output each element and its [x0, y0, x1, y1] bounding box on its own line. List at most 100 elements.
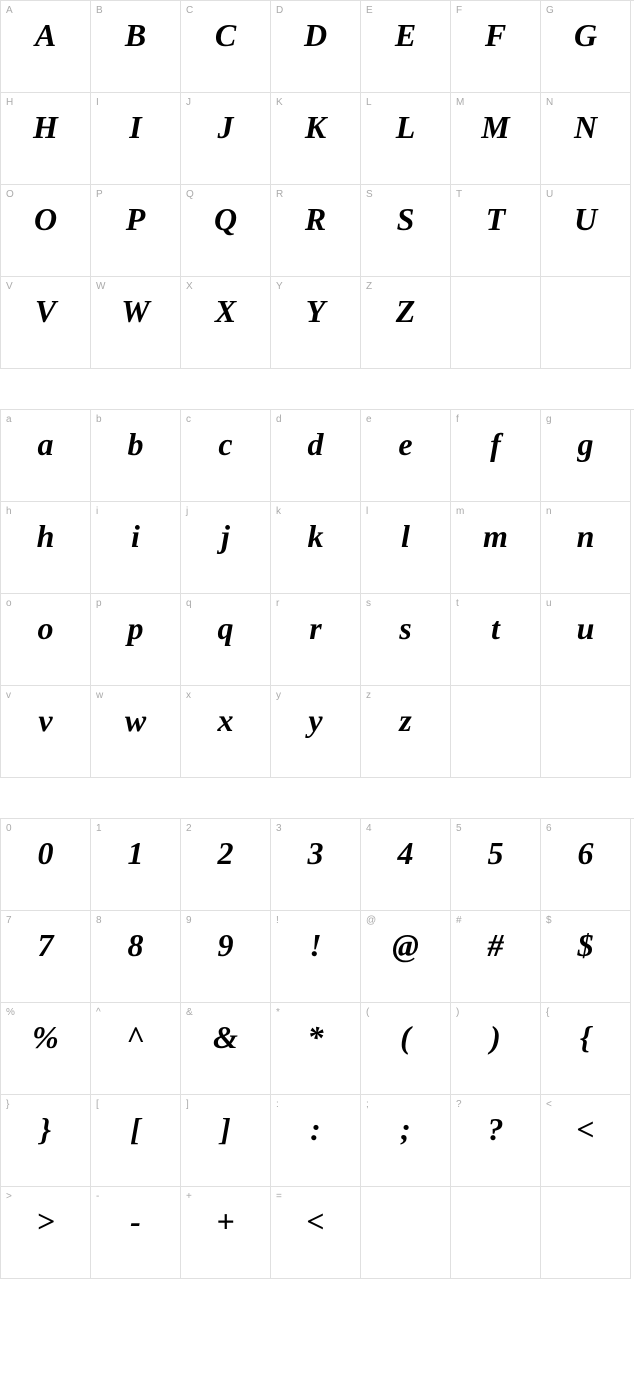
glyph-display: @ [361, 929, 450, 961]
glyph-display: A [1, 19, 90, 51]
glyph-cell: KK [271, 93, 361, 185]
glyph-label: v [6, 690, 11, 701]
glyph-display: < [271, 1205, 360, 1237]
glyph-cell: FF [451, 1, 541, 93]
glyph-label: 4 [366, 823, 372, 834]
glyph-display: h [1, 520, 90, 552]
glyph-cell: hh [1, 502, 91, 594]
glyph-cell: ** [271, 1003, 361, 1095]
glyph-cell: 33 [271, 819, 361, 911]
section-uppercase: AABBCCDDEEFFGGHHIIJJKKLLMMNNOOPPQQRRSSTT… [0, 0, 634, 369]
glyph-label: C [186, 5, 193, 16]
glyph-cell: ?? [451, 1095, 541, 1187]
glyph-cell: && [181, 1003, 271, 1095]
glyph-label: z [366, 690, 371, 701]
glyph-label: x [186, 690, 191, 701]
section-lowercase: aabbccddeeffgghhiijjkkllmmnnooppqqrrsstt… [0, 409, 634, 778]
glyph-cell: 66 [541, 819, 631, 911]
glyph-cell: QQ [181, 185, 271, 277]
glyph-cell: xx [181, 686, 271, 778]
glyph-label: & [186, 1007, 193, 1018]
glyph-label: ( [366, 1007, 369, 1018]
glyph-label: G [546, 5, 554, 16]
glyph-cell: =< [271, 1187, 361, 1279]
glyph-label: f [456, 414, 459, 425]
glyph-display: > [1, 1205, 90, 1237]
glyph-display: T [451, 203, 540, 235]
glyph-label: ? [456, 1099, 462, 1110]
glyph-display: v [1, 704, 90, 736]
glyph-display: k [271, 520, 360, 552]
glyph-cell: )) [451, 1003, 541, 1095]
glyph-display: d [271, 428, 360, 460]
glyph-label: Y [276, 281, 283, 292]
glyph-label: - [96, 1191, 99, 1202]
glyph-label: I [96, 97, 99, 108]
glyph-display: U [541, 203, 630, 235]
glyph-display: Z [361, 295, 450, 327]
glyph-display: 2 [181, 837, 270, 869]
glyph-label: l [366, 506, 368, 517]
glyph-label: d [276, 414, 282, 425]
glyph-display: ( [361, 1021, 450, 1053]
glyph-label: F [456, 5, 462, 16]
glyph-label: * [276, 1007, 280, 1018]
glyph-cell: >> [1, 1187, 91, 1279]
glyph-label: [ [96, 1099, 99, 1110]
glyph-label: > [6, 1191, 12, 1202]
glyph-label: k [276, 506, 281, 517]
glyph-label: W [96, 281, 105, 292]
glyph-display: x [181, 704, 270, 736]
glyph-display: ] [181, 1113, 270, 1145]
section-numbers_symbols: 00112233445566778899!!@@##$$%%^^&&**(())… [0, 818, 634, 1279]
glyph-cell: 11 [91, 819, 181, 911]
glyph-display: q [181, 612, 270, 644]
glyph-cell: NN [541, 93, 631, 185]
glyph-display: i [91, 520, 180, 552]
glyph-cell: kk [271, 502, 361, 594]
glyph-label: 5 [456, 823, 462, 834]
glyph-cell: AA [1, 1, 91, 93]
glyph-cell: XX [181, 277, 271, 369]
glyph-display: & [181, 1021, 270, 1053]
glyph-label: ] [186, 1099, 189, 1110]
glyph-display: O [1, 203, 90, 235]
glyph-label: V [6, 281, 13, 292]
glyph-display: { [541, 1021, 630, 1053]
glyph-display: B [91, 19, 180, 51]
glyph-label: 9 [186, 915, 192, 926]
glyph-label: { [546, 1007, 549, 1018]
glyph-label: 6 [546, 823, 552, 834]
glyph-display: g [541, 428, 630, 460]
glyph-label: # [456, 915, 462, 926]
glyph-cell: ww [91, 686, 181, 778]
glyph-display: ) [451, 1021, 540, 1053]
glyph-display: 7 [1, 929, 90, 961]
glyph-cell: 88 [91, 911, 181, 1003]
glyph-cell: II [91, 93, 181, 185]
glyph-label: h [6, 506, 12, 517]
glyph-cell: WW [91, 277, 181, 369]
glyph-cell: aa [1, 410, 91, 502]
glyph-label: 0 [6, 823, 12, 834]
glyph-label: < [546, 1099, 552, 1110]
glyph-label: i [96, 506, 98, 517]
glyph-display: s [361, 612, 450, 644]
glyph-label: b [96, 414, 102, 425]
glyph-display: : [271, 1113, 360, 1145]
glyph-cell: HH [1, 93, 91, 185]
glyph-label: y [276, 690, 281, 701]
glyph-display: 3 [271, 837, 360, 869]
glyph-label: @ [366, 915, 376, 926]
glyph-display: 1 [91, 837, 180, 869]
glyph-label: A [6, 5, 13, 16]
glyph-cell: nn [541, 502, 631, 594]
glyph-display: H [1, 111, 90, 143]
glyph-cell: @@ [361, 911, 451, 1003]
glyph-cell: %% [1, 1003, 91, 1095]
glyph-display: ^ [91, 1021, 180, 1053]
glyph-display: l [361, 520, 450, 552]
glyph-cell: OO [1, 185, 91, 277]
glyph-display: V [1, 295, 90, 327]
glyph-display: m [451, 520, 540, 552]
